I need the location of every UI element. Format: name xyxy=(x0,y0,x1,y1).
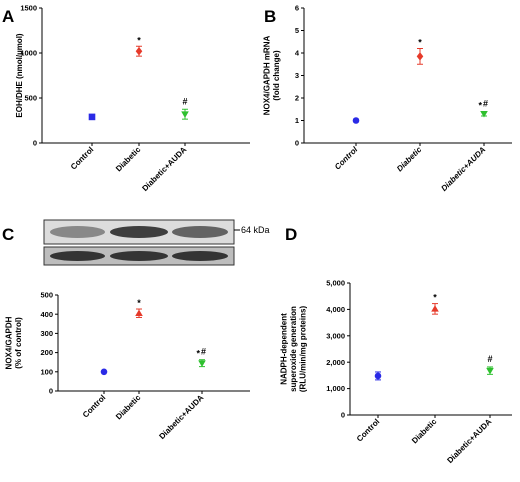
significance-star: * xyxy=(433,293,437,303)
significance-star: * xyxy=(137,298,141,308)
blot-band xyxy=(50,226,105,238)
y-axis-label: (% of control) xyxy=(14,317,23,369)
y-tick-label: 0 xyxy=(49,387,53,396)
significance-star: * xyxy=(137,35,141,45)
data-point xyxy=(100,368,108,376)
y-tick-label: 4,000 xyxy=(326,305,345,314)
panel-letter: C xyxy=(2,225,14,244)
x-tick-label: Diabetic+AUDA xyxy=(157,393,205,441)
data-point xyxy=(135,46,143,56)
blot-band xyxy=(50,251,105,261)
data-point xyxy=(88,113,96,121)
data-point xyxy=(374,372,382,380)
data-point xyxy=(431,305,439,312)
western-blot: 64 kDa xyxy=(43,219,270,266)
y-axis-label: NOX4/GAPDH mRNA xyxy=(262,36,271,116)
data-point xyxy=(181,111,189,118)
y-axis-label: (fold change) xyxy=(272,50,281,101)
y-tick-label: 1500 xyxy=(20,4,37,13)
y-tick-label: 0 xyxy=(295,139,299,148)
x-tick-label: Control xyxy=(81,393,107,419)
data-point xyxy=(486,367,494,375)
y-tick-label: 2 xyxy=(295,94,299,103)
y-tick-label: 400 xyxy=(40,310,53,319)
blot-kda-label: 64 kDa xyxy=(241,225,270,235)
panel-letter: B xyxy=(264,7,276,26)
y-tick-label: 3,000 xyxy=(326,331,345,340)
x-tick-label: Diabetic xyxy=(395,145,424,174)
y-tick-label: 2,000 xyxy=(326,358,345,367)
y-tick-label: 4 xyxy=(295,49,300,58)
significance-star: * xyxy=(196,349,200,359)
significance-hash: # xyxy=(487,354,492,364)
significance-star: * xyxy=(418,38,422,48)
blot-band xyxy=(110,226,168,238)
x-tick-label: Diabetic+AUDA xyxy=(439,145,487,193)
y-tick-label: 6 xyxy=(295,4,299,13)
y-tick-label: 500 xyxy=(24,94,37,103)
blot-band xyxy=(110,251,168,261)
y-tick-label: 500 xyxy=(40,291,53,300)
data-point xyxy=(480,110,488,118)
y-tick-label: 3 xyxy=(295,71,299,80)
x-tick-label: Diabetic xyxy=(410,417,439,446)
x-tick-label: Control xyxy=(333,145,360,172)
significance-star: * xyxy=(478,101,482,111)
y-axis-label: NADPH-dependent xyxy=(280,313,289,385)
x-tick-label: Diabetic xyxy=(114,393,143,422)
x-tick-label: Control xyxy=(69,145,95,171)
y-axis-label: superoxide generation xyxy=(289,306,298,392)
y-tick-label: 1000 xyxy=(20,49,37,58)
y-axis-label: EOH/DHE (nmol/µmol) xyxy=(15,33,24,118)
x-tick-label: Diabetic+AUDA xyxy=(140,145,188,193)
significance-hash: # xyxy=(182,96,187,106)
y-tick-label: 300 xyxy=(40,329,53,338)
y-tick-label: 0 xyxy=(341,411,345,420)
chart-panel-d: D 0 1,000 2,000 3,000 4,000 5,000 NADPH-depende… xyxy=(280,225,512,465)
panel-letter: A xyxy=(2,7,14,26)
data-point xyxy=(135,309,143,317)
y-tick-label: 5 xyxy=(295,26,299,35)
blot-band xyxy=(172,251,228,261)
chart-panel-a: A 0 500 1000 1500 EOH/DHE (nmol/µmol) Control D… xyxy=(2,4,250,193)
blot-band xyxy=(172,226,228,238)
y-tick-label: 200 xyxy=(40,348,53,357)
y-axis-label: NOX4/GAPDH xyxy=(4,316,13,369)
data-point xyxy=(352,117,360,124)
significance-hash: # xyxy=(201,347,206,357)
panel-letter: D xyxy=(285,225,297,244)
y-tick-label: 100 xyxy=(40,367,53,376)
y-axis-label: (RLU/min/mg proteins) xyxy=(299,306,308,393)
chart-panel-b: B 0 1 2 3 4 5 6 NOX4/GAPDH mRNA (fold change) Cont… xyxy=(262,4,512,193)
y-tick-label: 0 xyxy=(33,139,37,148)
data-point xyxy=(416,52,424,61)
y-tick-label: 5,000 xyxy=(326,279,345,288)
y-tick-label: 1 xyxy=(295,116,299,125)
x-tick-label: Diabetic+AUDA xyxy=(445,417,493,465)
x-tick-label: Diabetic xyxy=(114,145,143,174)
y-tick-label: 1,000 xyxy=(326,384,345,393)
data-point xyxy=(198,360,206,367)
x-tick-label: Control xyxy=(355,417,381,443)
significance-hash: # xyxy=(483,99,488,109)
